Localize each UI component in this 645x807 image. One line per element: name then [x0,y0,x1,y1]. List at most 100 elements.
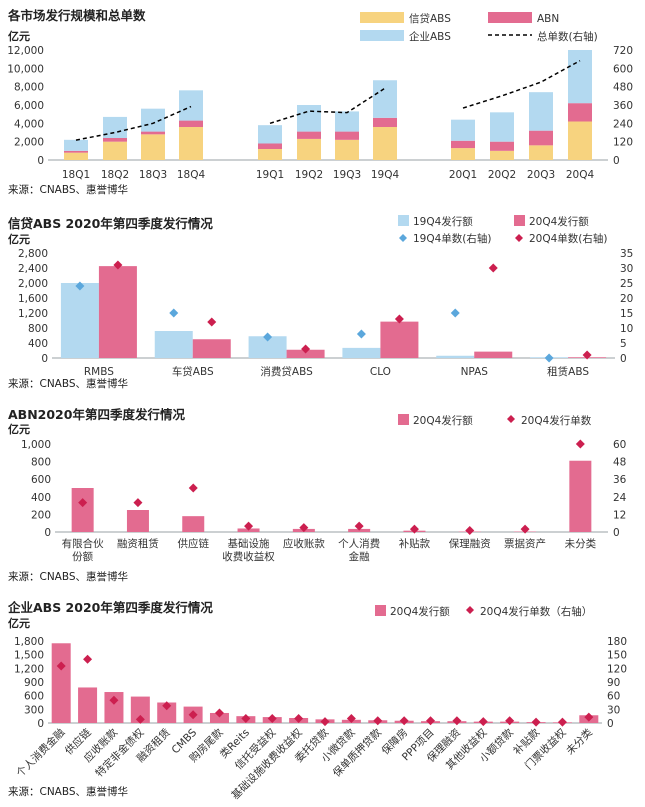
point-20q4-count [267,713,277,723]
y-tick-label: 1,000 [21,439,51,451]
y2-tick-label: 36 [613,474,627,486]
legend-label: 19Q4单数(右轴) [413,232,492,245]
bar-20q4 [192,339,231,358]
bar-credit-abs [568,121,592,160]
y2-tick-label: 25 [620,278,633,290]
y-tick-label: 0 [37,718,44,730]
bar-credit-abs [103,141,127,160]
bar-20q4 [380,321,419,358]
point-20q4-count [478,717,488,727]
point-19q4-count [263,332,273,342]
y-axis-unit: 亿元 [8,29,30,43]
bar-20q4 [569,460,592,532]
y2-tick-label: 150 [607,650,627,662]
bar-credit-abs [258,149,282,160]
bar-abn [529,130,553,146]
bar-20q4 [130,696,150,723]
y-tick-label: 0 [44,527,51,539]
point-19q4-count [356,329,366,339]
x-tick-label: 应收账款 [283,537,325,550]
y-tick-label: 800 [28,323,48,335]
x-tick-label: 20Q4 [566,169,595,181]
point-20q4-count [109,695,119,705]
point-20q4-count [354,521,364,531]
x-tick-label: 票据资产 [504,537,546,550]
point-20q4-count [409,524,419,534]
y-tick-label: 2,000 [14,137,44,149]
y2-tick-label: 60 [607,691,620,703]
bar-abn [179,120,203,127]
y-tick-label: 6,000 [14,100,44,112]
bar-corp-abs [373,80,397,118]
x-tick-label: 19Q2 [295,169,323,181]
y2-tick-label: 60 [613,439,626,451]
y2-tick-label: 0 [613,527,620,539]
point-20q4-count [244,521,254,531]
point-19q4-count [450,308,460,318]
y2-tick-label: 720 [613,45,633,57]
bar-credit-abs [297,138,321,160]
point-20q4-count [241,713,251,723]
source-note: 来源：CNABS、惠誉博华 [8,785,128,798]
y-tick-label: 0 [37,155,44,167]
bar-corp-abs [568,50,592,104]
bar-20q4 [126,510,149,532]
x-tick-label: 消费贷ABS [260,365,313,378]
bar-credit-abs [373,127,397,160]
y-tick-label: 1,800 [14,636,44,648]
y2-tick-label: 480 [613,82,633,94]
y2-tick-label: 120 [613,137,633,149]
legend-label: 20Q4单数(右轴) [529,232,608,245]
legend-label: 20Q4发行额 [529,215,589,228]
y-tick-label: 4,000 [14,118,44,130]
y2-tick-label: 90 [607,677,620,689]
point-20q4-count [465,526,475,536]
legend-swatch-20q4 [514,215,525,226]
y-tick-label: 400 [31,492,51,504]
bar-corp-abs [141,108,165,132]
point-20q4-count [188,483,198,493]
bar-20q4 [474,351,513,358]
bar-19q4 [248,336,287,358]
y-tick-label: 400 [28,338,48,350]
y-tick-label: 1,600 [18,293,48,305]
x-tick-label: 19Q1 [256,169,284,181]
bar-20q4 [104,692,124,723]
source-note: 来源：CNABS、惠誉博华 [8,377,128,390]
chart-title: 信贷ABS 2020年第四季度发行情况 [8,216,213,231]
legend-swatch-corp [360,30,404,41]
legend-swatch-19q4 [398,215,409,226]
x-tick-label-line: 补贴款 [399,537,431,550]
point-20q4-count [582,350,592,360]
bar-20q4 [71,488,94,532]
legend-swatch-20q4 [398,414,409,425]
chart-title: 企业ABS 2020年第四季度发行情况 [7,600,213,615]
point-20q4-count [505,716,515,726]
y-tick-label: 600 [24,691,44,703]
y-tick-label: 800 [31,457,51,469]
legend-label: 企业ABS [409,30,451,43]
y-tick-label: 2,800 [18,248,48,260]
legend-label: 20Q4发行单数 [521,414,592,427]
y-tick-label: 1,500 [14,650,44,662]
y-tick-label: 2,000 [18,278,48,290]
y2-tick-label: 48 [613,457,626,469]
point-19q4-count [75,281,85,291]
point-20q4-count [56,661,66,671]
x-tick-label: 个人消费金融 [338,537,380,563]
x-tick-label-line: 基础设施 [228,537,270,550]
x-tick-label: 融资租赁 [117,537,159,550]
y2-tick-label: 15 [620,308,633,320]
y-tick-label: 10,000 [7,63,44,75]
bar-credit-abs [335,139,359,160]
y-tick-label: 600 [31,474,51,486]
x-tick-label: NPAS [461,366,489,378]
bar-abn [141,131,165,135]
x-tick-label-line: 份额 [72,550,93,563]
point-20q4-count [488,263,498,273]
point-20q4-count [207,317,217,327]
y2-tick-label: 5 [620,338,627,350]
total-deals-line [75,105,192,141]
bar-19q4 [436,355,475,358]
